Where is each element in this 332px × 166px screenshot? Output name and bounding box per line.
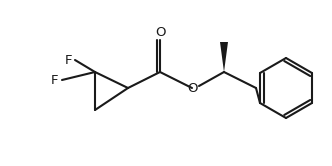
Polygon shape [220, 42, 228, 72]
Text: O: O [187, 82, 197, 94]
Text: F: F [64, 53, 72, 67]
Text: F: F [51, 74, 59, 86]
Text: O: O [155, 27, 165, 40]
